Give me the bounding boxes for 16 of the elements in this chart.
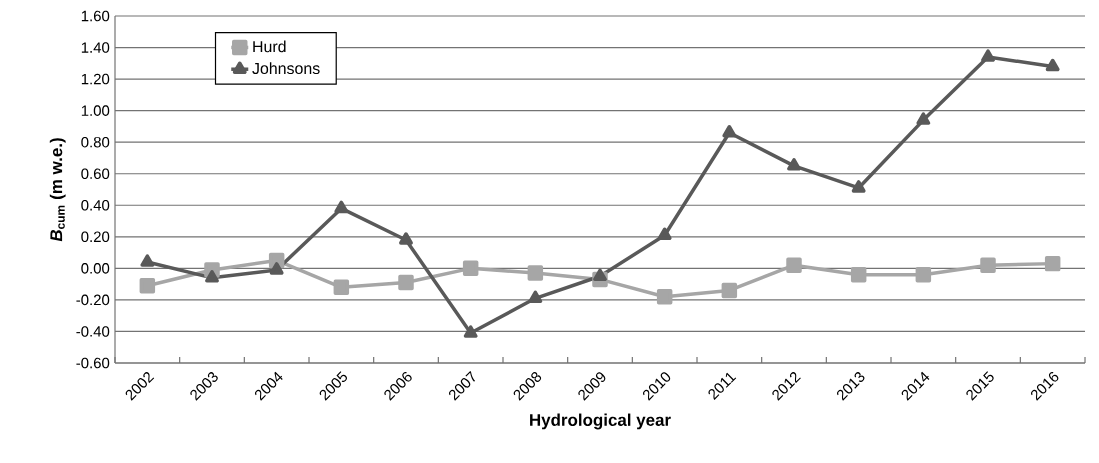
y-tick-label: -0.20 [76,294,110,306]
y-tick-label: 0.80 [81,136,110,148]
y-tick-label: 0.00 [81,263,110,274]
y-tick-label: -0.40 [76,326,110,337]
y-tick-label: 1.20 [81,73,110,85]
legend-label: Hurd [253,40,286,53]
y-tick-label: 1.60 [81,10,110,22]
y-tick-label: 0.20 [81,231,110,243]
y-tick-label: 1.40 [81,42,110,53]
y-tick-label: 1.00 [81,105,110,116]
legend-label: Johnsons [252,62,320,75]
y-tick-label: 0.60 [81,168,110,180]
x-axis-title: Hydrological year [530,413,671,430]
y-axis-title: B$_{cum}$ (m w.e.) [49,138,66,242]
y-tick-label: 0.40 [81,199,110,211]
y-tick-label: -0.60 [76,357,110,369]
